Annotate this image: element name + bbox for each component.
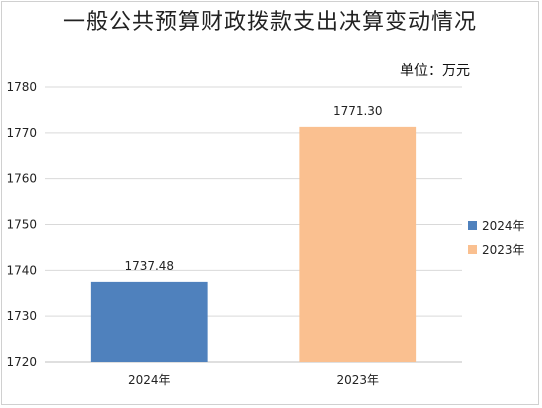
chart-title: 一般公共预算财政拨款支出决算变动情况 — [62, 10, 477, 35]
legend-swatch — [468, 221, 477, 230]
y-tick-label: 1730 — [6, 309, 37, 323]
x-tick-label: 2024年 — [128, 373, 171, 387]
y-tick-label: 1780 — [6, 80, 37, 94]
x-tick-label: 2023年 — [336, 373, 379, 387]
y-tick-label: 1770 — [6, 126, 37, 140]
legend-swatch — [468, 245, 477, 254]
y-tick-label: 1740 — [6, 263, 37, 277]
unit-label: 单位：万元 — [400, 63, 470, 79]
data-label: 1771.30 — [333, 104, 383, 118]
y-tick-label: 1720 — [6, 355, 37, 369]
bar — [90, 281, 208, 362]
legend-label: 2023年 — [482, 243, 525, 257]
y-tick-label: 1750 — [6, 218, 37, 232]
y-tick-label: 1760 — [6, 172, 37, 186]
data-label: 1737.48 — [124, 259, 174, 273]
legend-label: 2024年 — [482, 219, 525, 233]
bar — [299, 126, 417, 362]
